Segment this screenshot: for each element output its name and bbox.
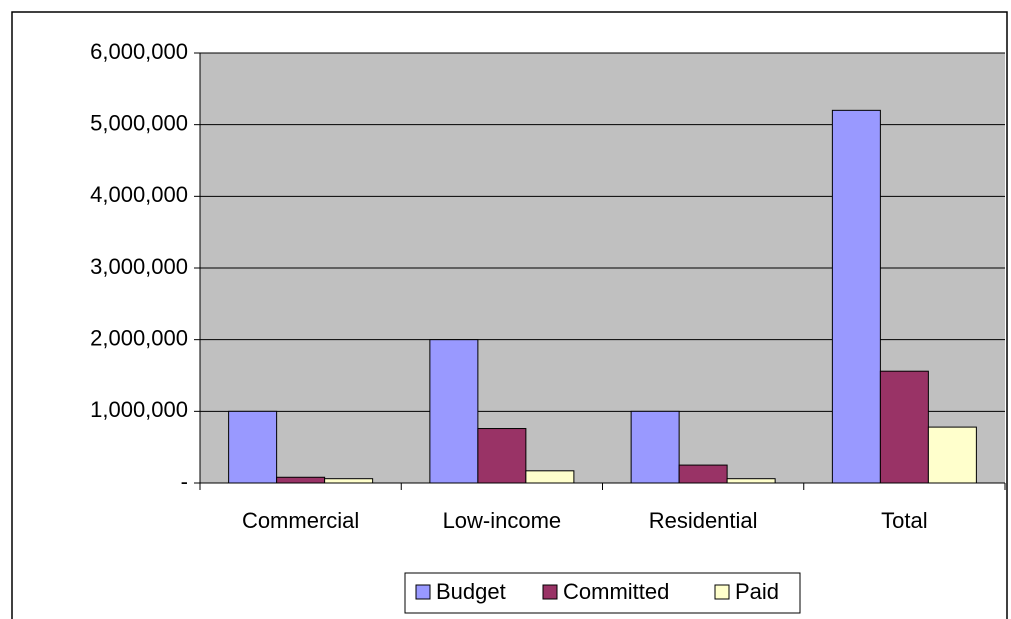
y-tick-label: 5,000,000 — [90, 110, 188, 135]
y-tick-label: 1,000,000 — [90, 397, 188, 422]
y-tick-label: 4,000,000 — [90, 182, 188, 207]
y-tick-label: 6,000,000 — [90, 39, 188, 64]
bar — [630, 410, 680, 484]
legend-label: Committed — [563, 579, 669, 604]
legend-swatch — [415, 584, 431, 600]
bar — [429, 339, 479, 484]
legend-box — [404, 572, 801, 614]
bar — [324, 478, 374, 484]
bar — [525, 470, 575, 484]
bar — [726, 478, 776, 484]
bar — [831, 109, 881, 484]
y-tick-label: - — [181, 469, 188, 494]
x-tick-label: Commercial — [242, 508, 359, 533]
bar — [678, 464, 728, 484]
x-tick-label: Residential — [649, 508, 758, 533]
bar — [927, 426, 977, 484]
legend-swatch — [542, 584, 558, 600]
bar — [477, 428, 527, 484]
legend-label: Budget — [436, 579, 506, 604]
bar — [228, 410, 278, 484]
y-tick-label: 2,000,000 — [90, 325, 188, 350]
x-tick-label: Total — [881, 508, 927, 533]
bar — [276, 476, 326, 484]
legend-swatch — [714, 584, 730, 600]
bar — [879, 370, 929, 484]
legend-label: Paid — [735, 579, 779, 604]
y-tick-label: 3,000,000 — [90, 254, 188, 279]
x-tick-label: Low-income — [443, 508, 562, 533]
